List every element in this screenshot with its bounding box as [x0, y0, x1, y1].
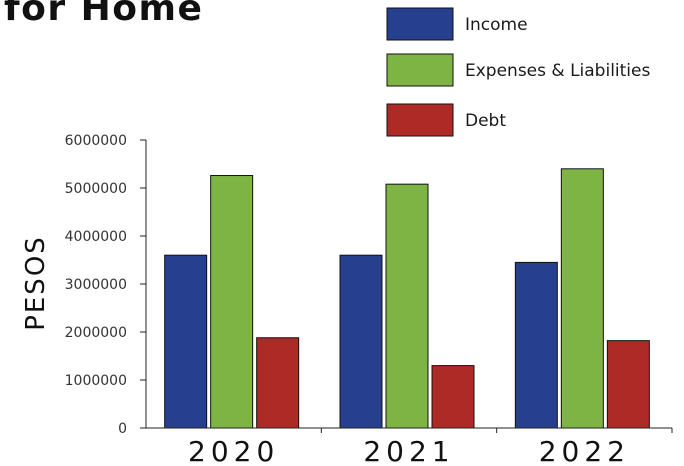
- bar-2021-0: [339, 254, 383, 429]
- chart-title: for Home: [4, 0, 203, 29]
- y-axis: 0 1000000 2000000 3000000 4000000 5000000 6000…: [65, 133, 147, 437]
- legend-swatch-0: [386, 7, 454, 41]
- y-tick-label: 1000000: [65, 373, 127, 389]
- bar-2022-1: [560, 168, 604, 429]
- bar-2020-2: [256, 337, 300, 429]
- legend-label-0: Income: [465, 15, 528, 35]
- y-tick-label: 3000000: [65, 277, 127, 293]
- x-axis: 2020 2021 2022: [146, 427, 673, 466]
- y-tick-label: 5000000: [65, 181, 127, 197]
- x-tick-label: 2020: [188, 435, 279, 466]
- bar-2020-1: [210, 175, 254, 429]
- bar-2021-2: [431, 365, 475, 429]
- bars: [164, 168, 650, 429]
- y-tick-label: 4000000: [65, 229, 127, 245]
- bar-2020-0: [164, 254, 208, 429]
- legend-swatch-2: [386, 103, 454, 137]
- y-axis-label: PESOS: [21, 235, 51, 331]
- legend-label-1: Expenses & Liabilities: [465, 61, 650, 81]
- x-tick-label: 2022: [539, 435, 630, 466]
- y-tick-label: 2000000: [65, 325, 127, 341]
- y-tick-label: 0: [118, 421, 127, 437]
- legend: Income Expenses & Liabilities Debt: [386, 7, 650, 137]
- x-tick-label: 2021: [363, 435, 454, 466]
- bar-2022-0: [514, 261, 558, 429]
- bar-2021-1: [385, 183, 429, 429]
- legend-label-2: Debt: [465, 111, 506, 131]
- legend-swatch-1: [386, 53, 454, 87]
- bar-2022-2: [606, 340, 650, 429]
- y-tick-label: 6000000: [65, 133, 127, 149]
